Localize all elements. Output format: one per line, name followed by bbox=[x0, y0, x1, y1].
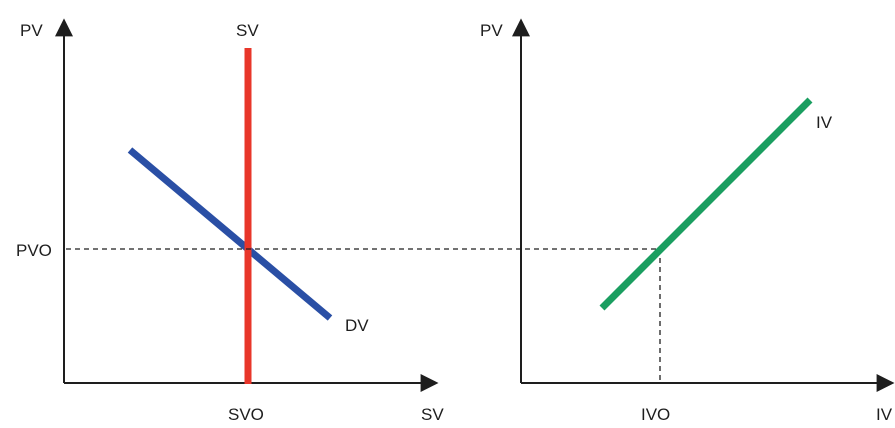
iv-curve bbox=[599, 97, 813, 311]
right-y-axis-label: PV bbox=[480, 21, 503, 40]
iv-curve-label: IV bbox=[816, 113, 833, 132]
supply-curve-label: SV bbox=[236, 21, 259, 40]
left-x-axis-label: SV bbox=[421, 405, 444, 424]
right-panel: PV IV IV IVO bbox=[480, 18, 895, 424]
demand-curve-label: DV bbox=[345, 316, 369, 335]
iv-equilibrium-quantity-label: IVO bbox=[641, 405, 670, 424]
left-y-axis-label: PV bbox=[20, 21, 43, 40]
equilibrium-quantity-label: SVO bbox=[228, 405, 264, 424]
equilibrium-price-label: PVO bbox=[16, 241, 52, 260]
left-panel: PV SV SV DV PVO SVO bbox=[16, 18, 444, 424]
right-x-axis-label: IV bbox=[876, 405, 893, 424]
demand-curve-dv bbox=[127, 147, 333, 321]
